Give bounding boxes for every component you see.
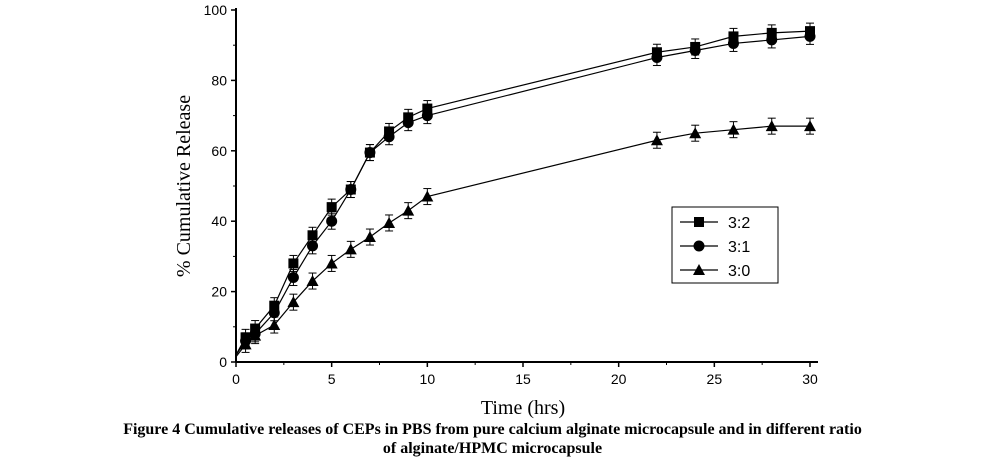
legend: 3:2 3:1 3:0 [671, 206, 779, 284]
x-tick-label: 30 [802, 371, 818, 387]
data-point [306, 275, 319, 287]
data-point [363, 231, 376, 243]
data-point [727, 123, 740, 135]
data-point [650, 134, 663, 146]
data-point [325, 257, 338, 269]
data-point [364, 147, 376, 159]
y-tick-label: 100 [204, 2, 228, 18]
data-point [402, 117, 414, 129]
data-point [804, 30, 816, 42]
x-tick-label: 20 [611, 371, 627, 387]
data-point [421, 190, 434, 202]
data-point [804, 120, 816, 132]
data-point [288, 258, 299, 269]
x-tick-label: 10 [420, 371, 436, 387]
data-point [249, 329, 262, 341]
data-point [287, 296, 300, 308]
data-point [402, 204, 415, 216]
y-tick-label: 20 [211, 284, 227, 300]
series-3-2 [235, 22, 815, 356]
data-point [287, 272, 299, 284]
legend-marker [693, 264, 705, 275]
data-point [421, 110, 433, 122]
data-point [766, 34, 778, 46]
data-point [345, 184, 357, 196]
y-tick-label: 0 [219, 354, 227, 370]
data-point [239, 338, 252, 350]
legend-label: 3:0 [728, 263, 750, 280]
series-line [235, 35, 811, 356]
data-point [383, 131, 395, 143]
x-tick-label: 15 [515, 371, 531, 387]
y-tick-label: 60 [211, 143, 227, 159]
legend-label: 3:2 [728, 215, 750, 232]
x-tick-label: 25 [707, 371, 723, 387]
data-point [326, 215, 338, 227]
x-axis-label: Time (hrs) [481, 397, 565, 419]
legend-marker [694, 217, 704, 227]
series-group [235, 22, 816, 358]
data-point [268, 319, 281, 331]
data-point [689, 44, 701, 56]
series-3-1 [235, 27, 816, 356]
caption-line-2: of alginate/HPMC microcapsule [382, 440, 603, 457]
x-tick-label: 0 [232, 371, 240, 387]
figure-caption: Figure 4 Cumulative releases of CEPs in … [0, 420, 985, 458]
data-point [383, 216, 396, 228]
caption-line-1: Figure 4 Cumulative releases of CEPs in … [123, 421, 862, 438]
y-axis-label: % Cumulative Release [173, 95, 195, 277]
legend-marker [693, 240, 705, 252]
legend-box [671, 206, 779, 284]
release-chart: 0 5 10 15 20 25 30 0 20 40 60 80 100 Time (hrs) % Cu… [173, 2, 818, 419]
data-point [689, 127, 702, 139]
data-point [268, 307, 280, 319]
x-tick-label: 5 [328, 371, 336, 387]
data-point [307, 230, 318, 241]
series-line [235, 30, 811, 356]
legend-label: 3:1 [728, 239, 750, 256]
y-tick-label: 80 [211, 72, 227, 88]
axes: 0 5 10 15 20 25 30 0 20 40 60 80 100 [204, 2, 818, 387]
data-point [307, 240, 319, 252]
y-tick-label: 40 [211, 213, 227, 229]
data-point [344, 243, 357, 255]
data-point [765, 120, 778, 132]
data-point [651, 52, 663, 64]
series-3-0 [235, 117, 816, 358]
data-point [727, 37, 739, 49]
data-point [326, 202, 337, 213]
